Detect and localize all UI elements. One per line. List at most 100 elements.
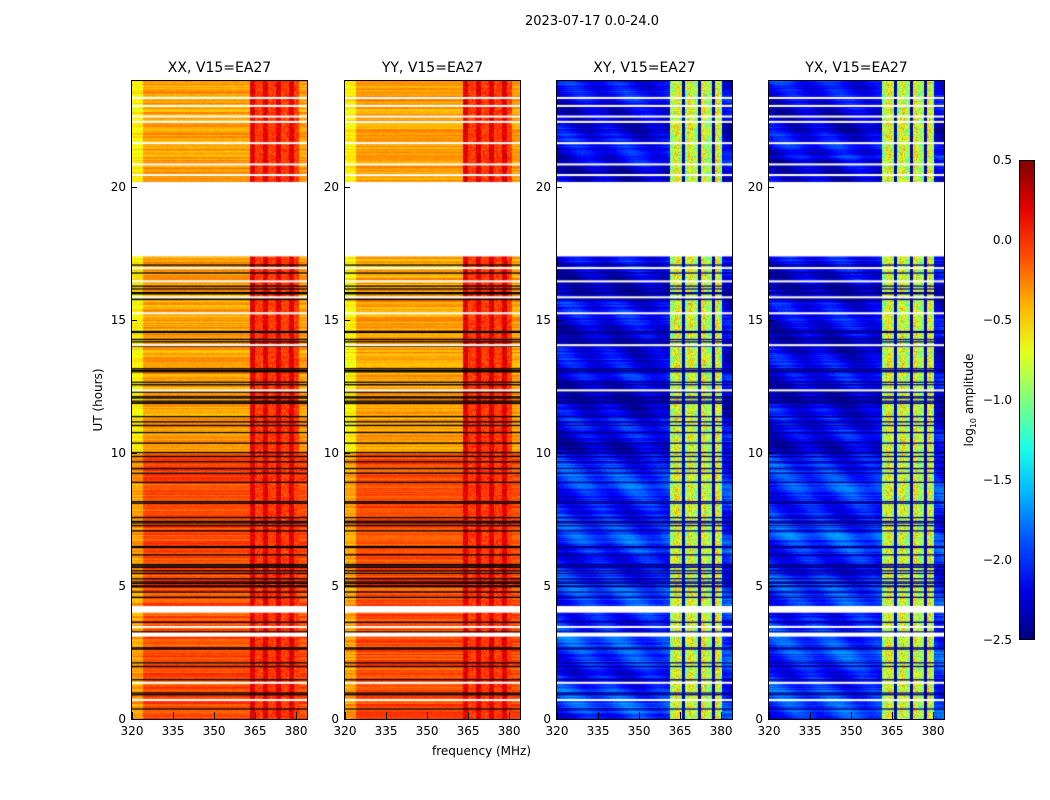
y-tick (556, 586, 562, 588)
y-tick-label: 15 (323, 313, 339, 328)
y-tick (768, 586, 774, 588)
x-tick (132, 712, 133, 719)
heatmap-cells (769, 81, 944, 719)
y-tick-label: 20 (535, 180, 551, 195)
heatmap-panel (131, 80, 308, 720)
heatmap-panel (768, 80, 945, 720)
x-tick-label: 365 (880, 724, 904, 738)
panel-title: YX, V15=EA27 (805, 60, 908, 76)
x-tick (810, 712, 812, 719)
y-tick-label: 5 (755, 579, 763, 594)
x-tick (386, 712, 388, 719)
colorbar-tick-label: −2.5 (982, 633, 1012, 647)
y-tick-label: 10 (535, 446, 551, 461)
y-tick (556, 187, 562, 189)
colorbar-tick-label: −0.5 (982, 313, 1012, 327)
x-tick (173, 712, 175, 719)
y-axis-label: UT (hours) (91, 368, 105, 432)
x-tick-label: 320 (120, 724, 144, 738)
x-tick (427, 712, 429, 719)
panel-title: YY, V15=EA27 (381, 60, 484, 76)
x-tick-label: 350 (202, 724, 226, 738)
x-tick-label: 335 (374, 724, 398, 738)
y-tick (556, 719, 562, 720)
y-tick (768, 453, 774, 455)
x-tick (345, 712, 346, 719)
x-tick-label: 365 (456, 724, 480, 738)
colorbar-tick-label: 0.0 (992, 233, 1012, 247)
x-tick-label: 350 (839, 724, 863, 738)
x-tick-label: 365 (243, 724, 267, 738)
colorbar-tick-label: −2.0 (982, 553, 1012, 567)
y-tick (556, 453, 562, 455)
x-tick (769, 712, 770, 719)
x-tick (721, 712, 723, 719)
heatmap-cells (345, 81, 520, 719)
y-tick (131, 320, 137, 322)
colorbar-tick-label: −1.5 (982, 473, 1012, 487)
x-tick-label: 380 (709, 724, 733, 738)
y-tick (768, 187, 774, 189)
x-tick-label: 335 (798, 724, 822, 738)
heatmap-cells (557, 81, 732, 719)
x-tick (598, 712, 600, 719)
x-tick-label: 380 (497, 724, 521, 738)
y-tick (344, 320, 350, 322)
x-tick (892, 712, 894, 719)
y-tick-label: 5 (118, 579, 126, 594)
y-tick-label: 15 (110, 313, 126, 328)
y-tick-label: 15 (747, 313, 763, 328)
y-tick (131, 453, 137, 455)
x-tick-label: 320 (757, 724, 781, 738)
y-tick (344, 453, 350, 455)
y-tick (131, 586, 137, 588)
y-tick-label: 5 (331, 579, 339, 594)
x-tick (639, 712, 641, 719)
x-tick-label: 380 (284, 724, 308, 738)
x-tick-label: 365 (668, 724, 692, 738)
panel-title: XY, V15=EA27 (593, 60, 696, 76)
y-tick-label: 0 (118, 712, 126, 726)
heatmap-panel (556, 80, 733, 720)
x-tick (933, 712, 935, 719)
colorbar-tick-label: −1.0 (982, 393, 1012, 407)
x-tick (255, 712, 257, 719)
x-tick (468, 712, 470, 719)
x-tick-label: 320 (333, 724, 357, 738)
colorbar (1019, 160, 1035, 640)
y-tick (768, 320, 774, 322)
y-tick-label: 10 (323, 446, 339, 461)
y-tick-label: 10 (747, 446, 763, 461)
heatmap-panel (344, 80, 521, 720)
x-tick-label: 335 (586, 724, 610, 738)
x-tick (680, 712, 682, 719)
y-tick-label: 20 (110, 180, 126, 195)
figure-title: 2023-07-17 0.0-24.0 (525, 14, 659, 29)
y-tick-label: 15 (535, 313, 551, 328)
y-tick-label: 5 (543, 579, 551, 594)
y-tick (344, 586, 350, 588)
y-tick (768, 719, 774, 720)
y-tick-label: 0 (331, 712, 339, 726)
x-tick-label: 350 (415, 724, 439, 738)
y-tick (344, 719, 350, 720)
panel-title: XX, V15=EA27 (167, 60, 272, 76)
x-tick (851, 712, 853, 719)
y-tick-label: 20 (323, 180, 339, 195)
y-tick-label: 0 (755, 712, 763, 726)
x-tick-label: 335 (161, 724, 185, 738)
y-tick-label: 0 (543, 712, 551, 726)
heatmap-cells (132, 81, 307, 719)
y-tick (131, 187, 137, 189)
x-tick-label: 350 (627, 724, 651, 738)
x-tick-label: 380 (921, 724, 945, 738)
x-tick (557, 712, 558, 719)
y-tick (344, 187, 350, 189)
x-axis-label: frequency (MHz) (432, 744, 532, 758)
y-tick-label: 20 (747, 180, 763, 195)
colorbar-tick-label: 0.5 (992, 153, 1012, 167)
y-tick (556, 320, 562, 322)
y-tick-label: 10 (110, 446, 126, 461)
x-tick (296, 712, 298, 719)
x-tick (509, 712, 511, 719)
